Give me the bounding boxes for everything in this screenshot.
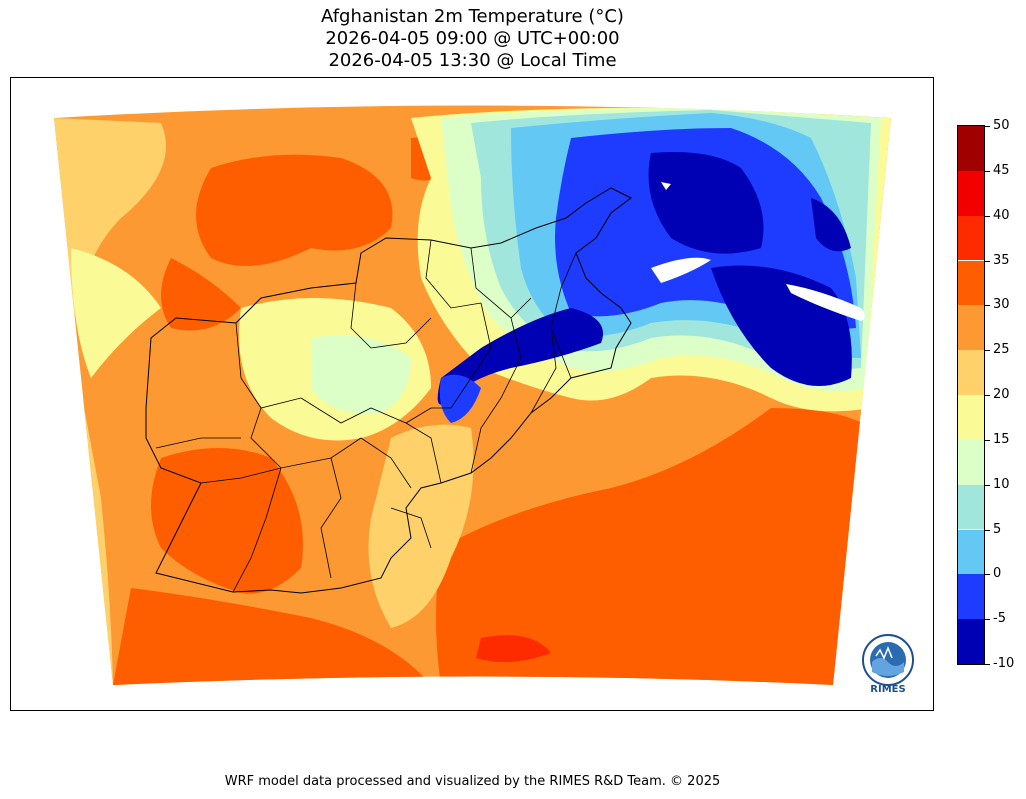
colorbar-tick xyxy=(985,574,990,576)
title-line-3: 2026-04-05 13:30 @ Local Time xyxy=(328,50,617,71)
colorbar-tick xyxy=(985,350,990,352)
field-blank-a xyxy=(786,284,865,321)
temperature-field xyxy=(54,105,891,685)
colorbar-tick-label: 30 xyxy=(993,297,1010,313)
colorbar-segment xyxy=(958,574,984,620)
title-line-1: Afghanistan 2m Temperature (°C) xyxy=(321,6,624,27)
colorbar-tick-label: 10 xyxy=(993,476,1010,492)
field-cold-spot xyxy=(439,374,481,423)
field-30-35-w xyxy=(161,258,241,331)
rimes-logo-icon xyxy=(862,634,914,686)
rimes-logo: RIMES xyxy=(856,632,920,696)
colorbar-segment xyxy=(958,484,984,530)
colorbar-tick-label: 15 xyxy=(993,431,1010,447)
colorbar-tick-label: 25 xyxy=(993,342,1010,358)
rimes-logo-text: RIMES xyxy=(870,684,906,695)
colorbar-tick xyxy=(985,529,990,531)
colorbar-segment xyxy=(958,305,984,351)
colorbar-tick xyxy=(985,439,990,441)
colorbar-tick xyxy=(985,215,990,217)
colorbar-tick xyxy=(985,619,990,621)
colorbar-tick-label: 20 xyxy=(993,387,1010,402)
field-15-20-west xyxy=(71,248,161,378)
country-border xyxy=(145,187,632,594)
colorbar-tick-label: -5 xyxy=(993,611,1006,627)
colorbar-segment xyxy=(958,395,984,440)
colorbar-tick xyxy=(985,664,990,665)
province-borders xyxy=(155,239,577,593)
field-35-40-s xyxy=(476,635,551,662)
colorbar xyxy=(957,125,985,665)
colorbar-tick-label: 0 xyxy=(993,566,1002,582)
colorbar-tick-label: 40 xyxy=(993,207,1010,223)
colorbar-segment xyxy=(958,350,984,395)
colorbar-tick-label: 45 xyxy=(993,162,1010,178)
colorbar-segment xyxy=(958,170,984,216)
colorbar-tick-label: 50 xyxy=(993,118,1010,133)
colorbar-segment xyxy=(958,529,984,575)
colorbar-tick-label: -10 xyxy=(993,656,1015,671)
footer-credit: WRF model data processed and visualized … xyxy=(224,774,721,789)
colorbar-segment xyxy=(958,126,984,171)
colorbar-segment xyxy=(958,260,984,306)
colorbar-tick xyxy=(985,305,990,307)
colorbar-tick xyxy=(985,260,990,262)
colorbar-tick xyxy=(985,395,990,396)
field-blank-b xyxy=(651,257,711,283)
colorbar-segment xyxy=(958,215,984,261)
field-30-35-se xyxy=(436,408,871,685)
field-30-35-nw xyxy=(196,154,393,266)
colorbar-segment xyxy=(958,619,984,664)
map-title: Afghanistan 2m Temperature (°C) 2026-04-… xyxy=(10,6,935,72)
colorbar-segment xyxy=(958,439,984,485)
field-blank-c xyxy=(661,182,671,190)
field-30-35-sw xyxy=(151,448,303,594)
field-below-minus5-a xyxy=(648,152,764,254)
colorbar-tick xyxy=(985,484,990,486)
colorbar-tick xyxy=(985,170,990,172)
title-line-2: 2026-04-05 09:00 @ UTC+00:00 xyxy=(325,28,620,49)
field-10-15-central xyxy=(311,335,411,414)
map-panel xyxy=(10,77,934,711)
colorbar-tick-label: 35 xyxy=(993,252,1010,268)
colorbar-tick xyxy=(985,126,990,127)
field-30-35-s xyxy=(113,588,431,685)
field-below-minus5-c xyxy=(811,198,851,252)
colorbar-tick-label: 5 xyxy=(993,521,1002,537)
temperature-map xyxy=(54,105,891,685)
field-20-25-central xyxy=(368,424,474,628)
